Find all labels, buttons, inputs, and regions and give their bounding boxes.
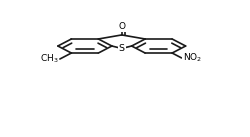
- Text: CH$_3$: CH$_3$: [40, 53, 59, 65]
- Text: NO$_2$: NO$_2$: [183, 52, 202, 64]
- Text: S: S: [119, 44, 125, 53]
- Text: O: O: [118, 22, 125, 31]
